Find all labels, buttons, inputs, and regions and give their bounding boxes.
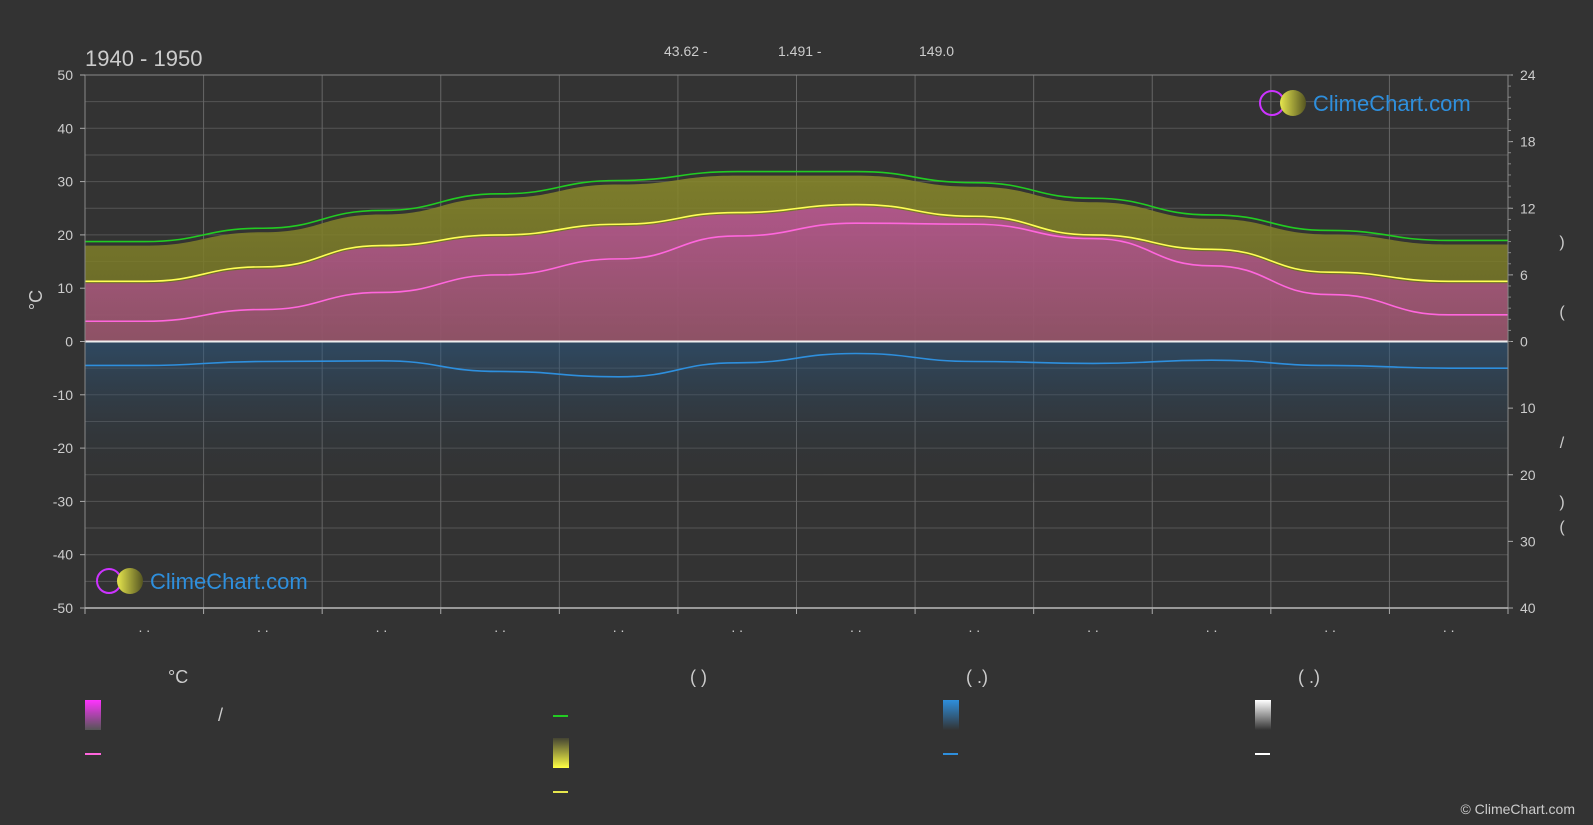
month-label: . . bbox=[376, 619, 388, 635]
left-tick-label: 10 bbox=[57, 280, 73, 296]
header-value-1: 43.62 - bbox=[664, 43, 708, 59]
left-tick-label: -20 bbox=[53, 440, 73, 456]
axes: 50 40 30 20 10 0 -10 -20 -30 -40 -50 24 18 12 6 0 10 20 30… bbox=[53, 67, 1536, 635]
right-tick-label: 30 bbox=[1520, 533, 1536, 549]
logo-sun-icon bbox=[117, 568, 143, 594]
watermark-text-top: ClimeChart.com bbox=[1313, 91, 1471, 116]
legend-swatch-snow-range bbox=[1255, 700, 1271, 730]
month-label: . . bbox=[257, 619, 269, 635]
legend-header-temperature: °C bbox=[168, 667, 188, 687]
left-tick-label: 20 bbox=[57, 227, 73, 243]
legend-swatch-sunshine-range bbox=[553, 738, 569, 768]
left-tick-label: -10 bbox=[53, 387, 73, 403]
left-tick-label: -40 bbox=[53, 547, 73, 563]
logo-sun-icon bbox=[1280, 90, 1306, 116]
chart-title: 1940 - 1950 bbox=[85, 46, 202, 71]
right-tick-label: 12 bbox=[1520, 200, 1536, 216]
legend-header-sun: ( ) bbox=[690, 667, 707, 687]
watermark-bottom: ClimeChart.com bbox=[96, 568, 308, 594]
legend: °C ( ) ( .) ( .) / bbox=[85, 667, 1320, 793]
legend-header-snow: ( .) bbox=[1298, 667, 1320, 687]
right-axis-paren-open: ) bbox=[1559, 234, 1564, 251]
series-line-daylight bbox=[85, 170, 1508, 243]
month-label: . . bbox=[731, 619, 743, 635]
right-axis-paren-close-2: ( bbox=[1559, 519, 1565, 536]
month-label: . . bbox=[850, 619, 862, 635]
header-value-3: 149.0 bbox=[919, 43, 954, 59]
series-lines bbox=[84, 170, 1508, 378]
left-tick-label: 30 bbox=[57, 174, 73, 190]
month-label: . . bbox=[1206, 619, 1218, 635]
right-axis-slash: / bbox=[1560, 435, 1565, 452]
right-tick-label: 20 bbox=[1520, 467, 1536, 483]
right-tick-label: 24 bbox=[1520, 67, 1536, 83]
month-label: . . bbox=[494, 619, 506, 635]
right-axis-paren-open-2: ) bbox=[1559, 494, 1564, 511]
right-tick-label: 18 bbox=[1520, 134, 1536, 150]
left-tick-label: -50 bbox=[53, 600, 73, 616]
right-tick-label: 0 bbox=[1520, 334, 1528, 350]
right-axis-paren-close: ( bbox=[1559, 304, 1565, 321]
watermark-top: ClimeChart.com bbox=[1259, 90, 1471, 116]
month-label: . . bbox=[1087, 619, 1099, 635]
series-line-temp_max bbox=[85, 203, 1508, 283]
left-tick-label: 40 bbox=[57, 120, 73, 136]
area-fills bbox=[85, 175, 1508, 497]
month-label: . . bbox=[969, 619, 981, 635]
right-tick-label: 6 bbox=[1520, 267, 1528, 283]
temperature-area bbox=[85, 206, 1508, 342]
legend-swatch-rain-range bbox=[943, 700, 959, 730]
left-axis-label: °C bbox=[26, 290, 46, 310]
left-tick-label: 50 bbox=[57, 67, 73, 83]
legend-slash: / bbox=[218, 705, 223, 725]
series-line-temp_mean bbox=[84, 222, 1508, 323]
watermark-text-bottom: ClimeChart.com bbox=[150, 569, 308, 594]
month-label: . . bbox=[613, 619, 625, 635]
month-label: . . bbox=[1443, 619, 1455, 635]
series-line-rain bbox=[85, 352, 1508, 378]
legend-swatch-temp-range bbox=[85, 700, 101, 730]
month-label: . . bbox=[1324, 619, 1336, 635]
copyright: © ClimeChart.com bbox=[1460, 801, 1575, 817]
legend-header-rain: ( .) bbox=[966, 667, 988, 687]
month-label: . . bbox=[138, 619, 150, 635]
right-tick-label: 10 bbox=[1520, 400, 1536, 416]
left-tick-label: -30 bbox=[53, 493, 73, 509]
header-value-2: 1.491 - bbox=[778, 43, 822, 59]
left-tick-label: 0 bbox=[65, 334, 73, 350]
right-tick-label: 40 bbox=[1520, 600, 1536, 616]
rain-area bbox=[85, 341, 1508, 497]
